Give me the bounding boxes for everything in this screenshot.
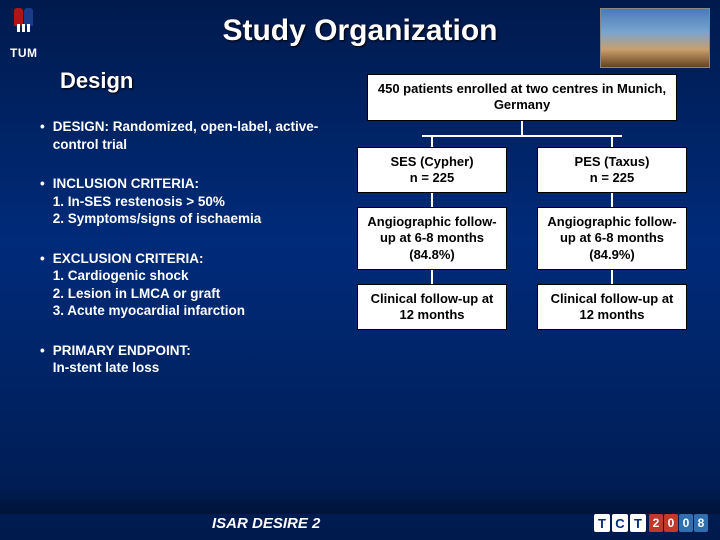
bullet-item: •INCLUSION CRITERIA: 1. In-SES restenosi… [40,175,330,228]
header-photo [600,8,710,68]
clinical-box-ses: Clinical follow-up at 12 months [357,284,507,331]
footer: ISAR DESIRE 2 TCT 2008 [0,514,720,532]
content-area: Design •DESIGN: Randomized, open-label, … [0,48,720,399]
conference-badge: TCT 2008 [594,514,708,532]
angio-box-pes: Angiographic follow-up at 6-8 months (84… [537,207,687,270]
angio-box-ses: Angiographic follow-up at 6-8 months (84… [357,207,507,270]
bullet-item: •DESIGN: Randomized, open-label, active-… [40,118,330,153]
section-heading: Design [60,68,330,94]
design-column: Design •DESIGN: Randomized, open-label, … [40,68,330,399]
tum-bars-icon [17,24,30,32]
tct-year-digit: 0 [679,514,693,532]
arm-box-pes: PES (Taxus)n = 225 [537,147,687,194]
tct-year-digit: 8 [694,514,708,532]
study-name: ISAR DESIRE 2 [212,515,320,532]
institution-logo: TUM [10,8,38,60]
tct-letter: T [630,514,646,532]
connector-line [521,121,523,135]
tum-label: TUM [10,46,38,60]
tct-year-digit: 0 [664,514,678,532]
arm-box-ses: SES (Cypher)n = 225 [357,147,507,194]
tct-letter: C [612,514,628,532]
bullet-item: •EXCLUSION CRITERIA: 1. Cardiogenic shoc… [40,250,330,320]
arm-row: SES (Cypher)n = 225 Angiographic follow-… [357,137,687,331]
bullet-item: •PRIMARY ENDPOINT: In-stent late loss [40,342,330,377]
skyline-decoration [0,486,720,514]
clinical-box-pes: Clinical follow-up at 12 months [537,284,687,331]
tct-letter: T [594,514,610,532]
flowchart: 450 patients enrolled at two centres in … [342,68,702,399]
tct-year-digit: 2 [649,514,663,532]
enrollment-box: 450 patients enrolled at two centres in … [367,74,677,121]
